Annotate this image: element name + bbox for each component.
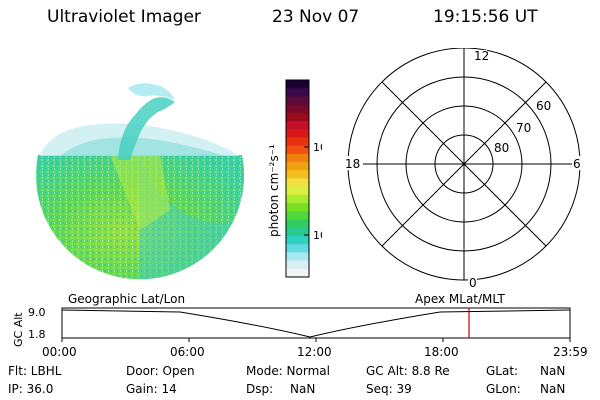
timeline-x-tick-0000: 00:00 [42, 345, 77, 359]
colorbar-cell [286, 227, 309, 237]
orbit-timeline: GC Alt 9.0 1.8 [12, 306, 571, 347]
mlt-label-12: 12 [474, 49, 489, 63]
colorbar-cell [286, 219, 309, 229]
seq-info: Seq: 39 [366, 382, 412, 396]
lat-label-60: 60 [536, 99, 551, 113]
colorbar-cell [286, 252, 309, 262]
polar-grid: 12 18 6 0 60 70 80 [345, 48, 582, 288]
timeline-y-tick-top: 9.0 [28, 306, 46, 319]
ip-info: IP: 36.0 [8, 382, 54, 396]
glat-value: NaN [540, 364, 566, 378]
instrument-title: Ultraviolet Imager [47, 7, 201, 27]
timeline-x-tick-1800: 18:00 [424, 345, 459, 359]
timeline-right-label: Apex MLat/MLT [415, 292, 505, 306]
colorbar-cell [286, 121, 309, 130]
colorbar-cell [286, 244, 309, 253]
timeline-x-tick-1200: 12:00 [297, 345, 332, 359]
auroral-image [36, 83, 244, 280]
colorbar-cell [286, 260, 309, 270]
timeline-x-tick-2359: 23:59 [553, 345, 588, 359]
time-label: 19:15:56 UT [433, 7, 538, 27]
glon-label: GLon: [486, 382, 521, 396]
timeline-left-label: Geographic Lat/Lon [68, 292, 186, 306]
colorbar-cell [286, 96, 309, 106]
colorbar: 100 10 photon cm⁻²s⁻¹ [267, 79, 322, 278]
timeline-y-tick-bottom: 1.8 [28, 328, 46, 341]
lat-label-80: 80 [494, 141, 509, 155]
colorbar-cell [286, 194, 309, 204]
colorbar-cell [286, 88, 309, 97]
colorbar-cell [286, 178, 309, 188]
colorbar-cell [286, 268, 309, 278]
colorbar-cell [286, 145, 309, 155]
colorbar-cell [286, 80, 309, 89]
timeline-y-axis-label: GC Alt [12, 312, 25, 347]
timeline-frame [61, 307, 571, 339]
colorbar-cell [286, 203, 309, 212]
colorbar-cell [286, 137, 309, 147]
colorbar-units-label: photon cm⁻²s⁻¹ [267, 144, 281, 237]
colorbar-cell [286, 235, 309, 245]
colorbar-tick-label-10: 10 [313, 229, 322, 242]
colorbar-cell [286, 112, 309, 122]
altitude-curve [61, 309, 571, 338]
colorbar-tick-label-100: 100 [313, 141, 322, 154]
colorbar-cell [286, 104, 309, 114]
gain-info: Gain: 14 [126, 382, 177, 396]
colorbar-cell [286, 186, 309, 196]
colorbar-cell [286, 129, 309, 138]
timeline-x-tick-0600: 06:00 [170, 345, 205, 359]
glat-label: GLat: [486, 364, 519, 378]
dsp-label: Dsp: [246, 382, 274, 396]
colorbar-cell [286, 162, 309, 171]
date-label: 23 Nov 07 [272, 7, 360, 27]
glon-value: NaN [540, 382, 566, 396]
filter-info: Flt: LBHL [8, 364, 62, 378]
mlt-label-0: 0 [469, 276, 477, 288]
mode-info: Mode: Normal [246, 364, 330, 378]
mlt-label-6: 6 [573, 157, 581, 171]
colorbar-cell [286, 153, 309, 163]
door-info: Door: Open [126, 364, 195, 378]
mlt-label-18: 18 [345, 157, 360, 171]
lat-label-70: 70 [516, 121, 531, 135]
gc-alt-info: GC Alt: 8.8 Re [366, 364, 450, 378]
colorbar-cell [286, 170, 309, 179]
dsp-value: NaN [290, 382, 316, 396]
colorbar-cell [286, 211, 309, 221]
